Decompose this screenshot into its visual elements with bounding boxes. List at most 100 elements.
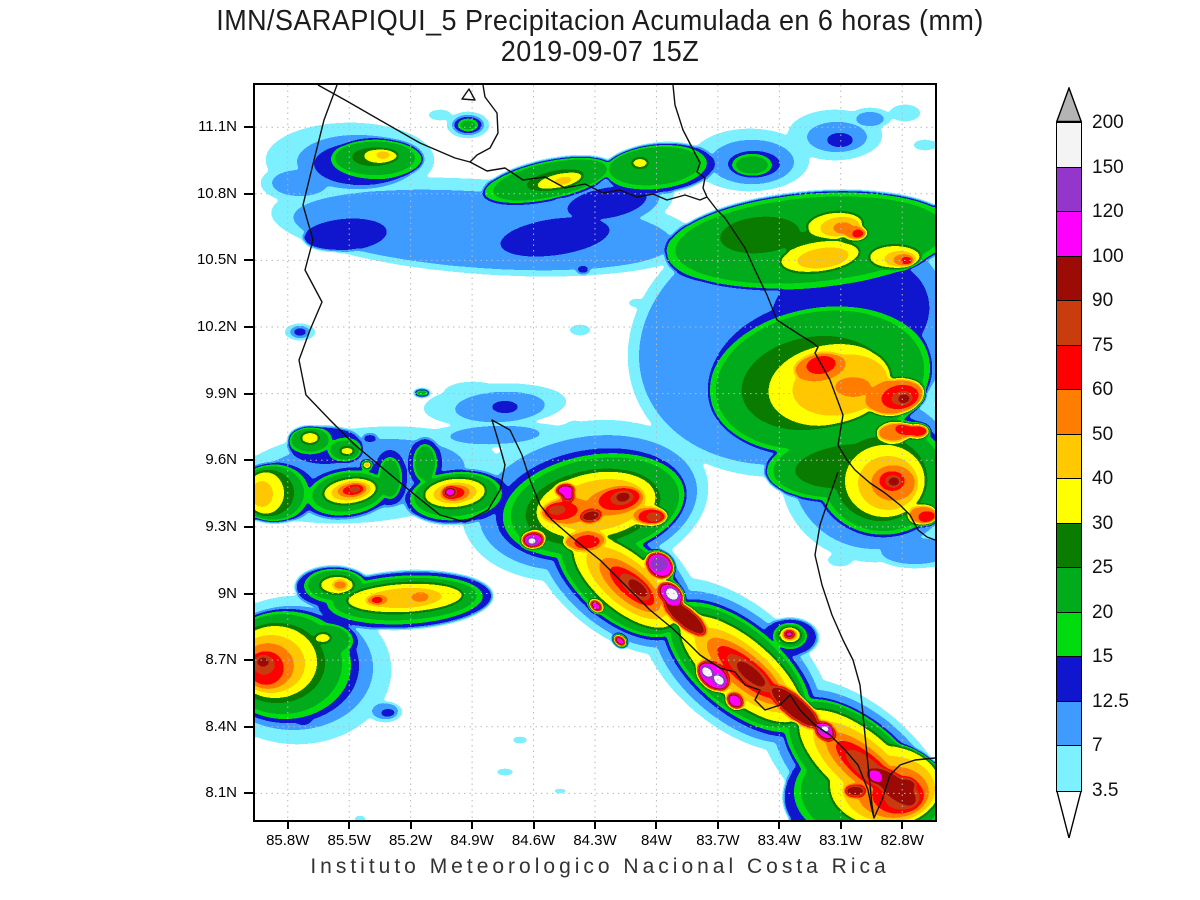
precip-blob [512,736,528,744]
lat-tick-label: 10.5N [196,251,237,269]
coastline-path [469,161,708,201]
precip-blob [628,298,646,308]
precip-blob [411,591,429,603]
precip-blob [833,222,853,234]
precip-blob [460,120,476,130]
lon-tick-label: 84.9W [450,832,494,849]
precip-blob [567,186,647,220]
colorbar-underflow-arrow-icon [1056,790,1082,839]
precip-field-layer [255,85,935,820]
lon-tick [286,820,289,829]
lat-tick [244,392,253,395]
precip-blob [664,598,706,636]
lon-tick-label: 85.5W [327,832,371,849]
lon-tick [839,820,842,829]
precipitation-map [255,85,935,820]
precip-blob [628,579,648,597]
colorbar-segment [1056,522,1082,570]
precip-blob [428,109,452,121]
precip-blob [827,553,853,567]
precip-blob [712,674,726,686]
lat-tick [244,259,253,262]
lon-tick [532,820,535,829]
colorbar-tick-label: 100 [1092,245,1124,267]
precip-blob [650,556,668,572]
precip-blob [889,104,921,122]
colorbar-segment [1056,389,1082,436]
colorbar: 200 150 120 100 90 75 60 50 40 30 25 20 15 12.5 7 3.5 [1056,87,1129,839]
precip-blob [324,729,336,737]
lon-tick-label: 83.4W [757,832,801,849]
lat-tick-label: 11.1N [198,118,237,136]
colorbar-tick-label: 3.5 [1092,780,1119,801]
precip-blob [736,156,768,174]
colorbar-tick-label: 75 [1092,334,1114,356]
colorbar-segment [1056,656,1082,703]
precip-blob [894,778,916,792]
lat-tick-label: 9.3N [205,517,237,535]
colorbar-segment [1056,300,1082,347]
colorbar-segment [1056,122,1082,169]
precip-blob [867,769,883,783]
coastline-path [814,471,875,819]
lon-tick-label: 85.2W [388,832,433,849]
precip-blob [913,139,935,151]
colorbar-tick-label: 200 [1092,112,1124,133]
colorbar-segment [1056,211,1082,258]
precip-blob [577,266,589,274]
precip-blob [646,512,662,522]
lon-tick-label: 83.1W [819,832,863,849]
precip-blob [616,491,630,503]
precip-blob [492,401,518,413]
lat-tick [244,725,253,728]
lat-tick-label: 10.8N [196,184,237,202]
lat-tick-label: 8.1N [205,784,237,802]
lat-tick-label: 10.2N [196,318,237,336]
precip-blob [303,218,387,252]
precip-blob [856,112,884,126]
coastline-layer [298,85,935,819]
lat-tick-label: 9.6N [205,451,237,469]
precip-blob [881,538,935,564]
precip-blob [416,390,428,396]
precip-blob [496,768,514,776]
colorbar-tick-label: 40 [1092,468,1114,490]
precip-blob [340,447,354,455]
colorbar-tick-label: 20 [1092,601,1114,623]
precip-blob [553,788,567,794]
precip-blob [444,487,456,497]
lat-tick [244,592,253,595]
colorbar-tick-label: 25 [1092,557,1114,579]
lon-tick-label: 85.8W [266,832,310,849]
precip-blob [414,445,436,481]
precip-blob [664,587,680,601]
precip-blob [632,158,648,168]
colorbar-tick-label: 7 [1092,735,1103,757]
colorbar-segment [1056,700,1082,748]
colorbar-segment [1056,344,1082,392]
lon-tick [716,820,719,829]
lat-tick-label: 9.9N [205,384,237,402]
precip-blob [918,511,935,523]
precip-blob [901,256,913,266]
colorbar-segment [1056,567,1082,614]
precip-blob [888,477,900,487]
lon-tick [778,820,781,829]
precip-blob [301,432,319,444]
precip-blob [500,217,610,257]
precip-blob [272,170,328,196]
chart-title: IMN/SARAPIQUI_5 Precipitacion Acumulada … [216,5,984,37]
precip-blob [376,151,390,159]
colorbar-segment [1056,611,1082,659]
precip-blob [315,633,331,643]
lat-tick-label: 9N [217,584,237,602]
precip-blob [554,176,572,186]
precip-blob [255,481,273,507]
colorbar-tick-label: 120 [1092,201,1124,223]
lon-tick [655,820,658,829]
colorbar-segment [1056,478,1082,525]
colorbar-segment [1056,255,1082,303]
precip-blob [354,815,366,820]
lat-tick [244,326,253,329]
precip-blob [895,423,915,435]
